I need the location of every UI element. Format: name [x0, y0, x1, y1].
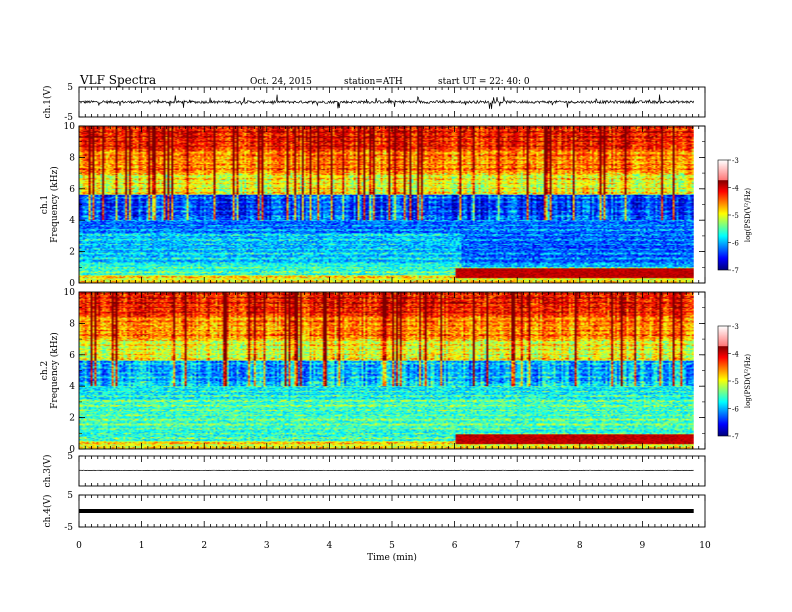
colorbar [718, 160, 728, 270]
colorbar-tick-label: -3 [732, 157, 739, 165]
colorbar-label: log(PSD(V²/Hz) [744, 354, 752, 409]
y-tick-label: 6 [69, 185, 75, 195]
waveform-layer [78, 94, 695, 513]
waveform-ch1-waveform [79, 94, 695, 110]
x-tick-label: 0 [76, 541, 82, 551]
colorbar-tick-label: -7 [732, 433, 739, 441]
colorbar-tick-label: -5 [732, 378, 739, 386]
y-tick-label: 0 [69, 279, 75, 289]
y-tick-label: 8 [69, 153, 75, 163]
y-axis-label: ch.4(V) [42, 495, 53, 528]
y-tick-label: 4 [69, 216, 75, 226]
colorbar [718, 326, 728, 436]
x-tick-label: 3 [264, 541, 270, 551]
colorbar-tick-label: -6 [732, 406, 739, 414]
y-axis-label: ch.1(V) [42, 86, 53, 119]
y-tick-label: 2 [69, 248, 75, 258]
x-axis-label: Time (min) [367, 552, 417, 563]
x-tick-label: 5 [389, 541, 395, 551]
x-tick-label: 7 [514, 541, 520, 551]
axes-layer [78, 86, 731, 528]
y-tick-label: 6 [69, 351, 75, 361]
y-tick-label: 5 [67, 83, 73, 93]
x-tick-label: 9 [640, 541, 646, 551]
y-tick-label: 0 [69, 445, 75, 455]
y-axis-frequency-label: Frequency (kHz) [49, 166, 60, 243]
start-time-label: start UT = 22: 40: 0 [438, 77, 530, 87]
colorbar-tick-label: -6 [732, 240, 739, 248]
y-tick-label: 10 [64, 288, 76, 298]
y-axis-channel-label: ch.1 [40, 195, 50, 214]
colorbar-tick-label: -3 [732, 323, 739, 331]
y-tick-label: 2 [69, 414, 75, 424]
y-axis-label: ch.3(V) [42, 455, 53, 488]
date-label: Oct. 24, 2015 [250, 77, 312, 87]
chart-title: VLF Spectra [80, 73, 157, 87]
y-tick-label: -5 [64, 523, 73, 533]
y-tick-label: 8 [69, 319, 75, 329]
station-label: station=ATH [344, 77, 403, 87]
colorbar-tick-label: -5 [732, 212, 739, 220]
colorbar-tick-label: -4 [732, 185, 739, 193]
colorbar-tick-label: -4 [732, 351, 739, 359]
x-tick-label: 4 [327, 541, 333, 551]
x-tick-label: 6 [452, 541, 458, 551]
y-axis-channel-label: ch.2 [40, 361, 50, 380]
x-tick-label: 1 [139, 541, 145, 551]
x-tick-label: 2 [201, 541, 207, 551]
y-tick-label: 4 [69, 382, 75, 392]
spectrogram-layer [79, 126, 728, 449]
y-tick-label: 5 [67, 452, 73, 462]
spectrogram-ch2-spectrogram [79, 292, 694, 449]
x-tick-label: 8 [577, 541, 583, 551]
colorbar-label: log(PSD(V²/Hz) [744, 188, 752, 243]
y-tick-label: 10 [64, 122, 76, 132]
y-tick-label: -5 [64, 113, 73, 123]
x-tick-label: 10 [699, 541, 711, 551]
colorbar-tick-label: -7 [732, 267, 739, 275]
spectrogram-ch1-spectrogram [79, 126, 694, 283]
y-tick-label: 5 [67, 491, 73, 501]
y-axis-frequency-label: Frequency (kHz) [49, 332, 60, 409]
